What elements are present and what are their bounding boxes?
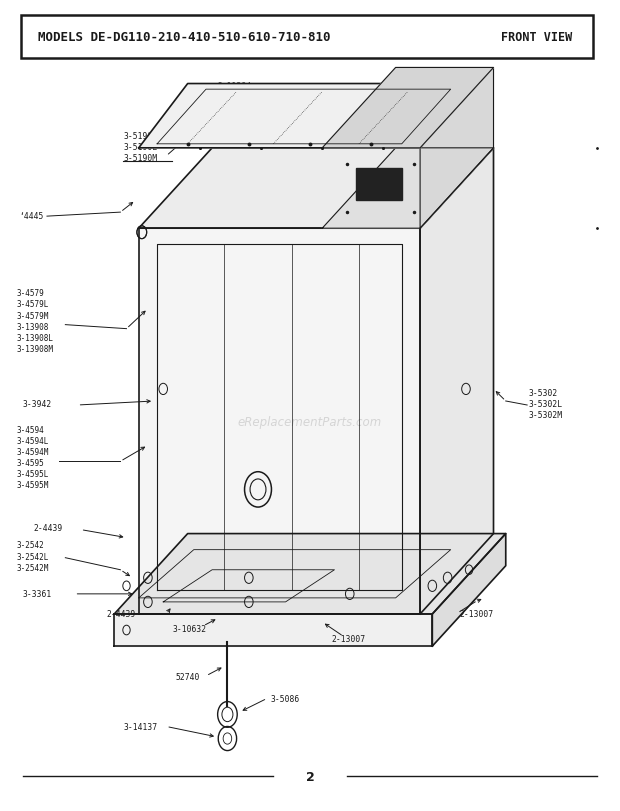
Text: 2-13007: 2-13007	[460, 610, 494, 619]
Text: ‘4445: ‘4445	[19, 212, 44, 221]
Text: 3-13559: 3-13559	[224, 136, 258, 145]
Polygon shape	[139, 84, 469, 148]
Text: 2: 2	[306, 770, 314, 783]
Text: eReplacementParts.com: eReplacementParts.com	[238, 415, 382, 428]
Text: FRONT VIEW: FRONT VIEW	[501, 31, 572, 44]
Text: 3-5193
3-5193L
3-5193M: 3-5193 3-5193L 3-5193M	[438, 100, 472, 131]
Polygon shape	[114, 614, 432, 646]
Polygon shape	[420, 68, 494, 229]
Polygon shape	[322, 148, 494, 229]
Text: 3-14137: 3-14137	[123, 722, 157, 731]
Text: 3-2542
3-2542L
3-2542M: 3-2542 3-2542L 3-2542M	[16, 541, 49, 572]
Text: 3-10632: 3-10632	[172, 624, 206, 633]
Text: 2-4439: 2-4439	[33, 524, 63, 533]
Text: 3-4579
3-4579L
3-4579M
3-13908
3-13908L
3-13908M: 3-4579 3-4579L 3-4579M 3-13908 3-13908L …	[16, 289, 53, 354]
Polygon shape	[322, 68, 494, 148]
Text: 2-11294: 2-11294	[218, 83, 252, 92]
Text: 2-4439: 2-4439	[107, 610, 136, 619]
Text: 3-5190
3-5190L
3-5190M: 3-5190 3-5190L 3-5190M	[123, 131, 157, 163]
Text: 2-13007: 2-13007	[332, 633, 366, 643]
Text: 3-3361: 3-3361	[22, 590, 51, 599]
Text: MODELS DE-DG110-210-410-510-610-710-810: MODELS DE-DG110-210-410-510-610-710-810	[38, 31, 330, 44]
Text: 3-3942: 3-3942	[22, 399, 51, 409]
Polygon shape	[432, 534, 506, 646]
Polygon shape	[114, 534, 506, 614]
Text: 52740: 52740	[175, 672, 200, 681]
Polygon shape	[139, 148, 494, 229]
Text: 3-5302
3-5302L
3-5302M: 3-5302 3-5302L 3-5302M	[529, 388, 563, 419]
Text: 3-4594
3-4594L
3-4594M
3-4595
3-4595L
3-4595M: 3-4594 3-4594L 3-4594M 3-4595 3-4595L 3-…	[16, 426, 49, 490]
Polygon shape	[139, 229, 420, 614]
FancyBboxPatch shape	[20, 16, 593, 58]
Polygon shape	[356, 169, 402, 201]
Text: 3-5086: 3-5086	[270, 694, 299, 703]
Polygon shape	[420, 148, 494, 614]
